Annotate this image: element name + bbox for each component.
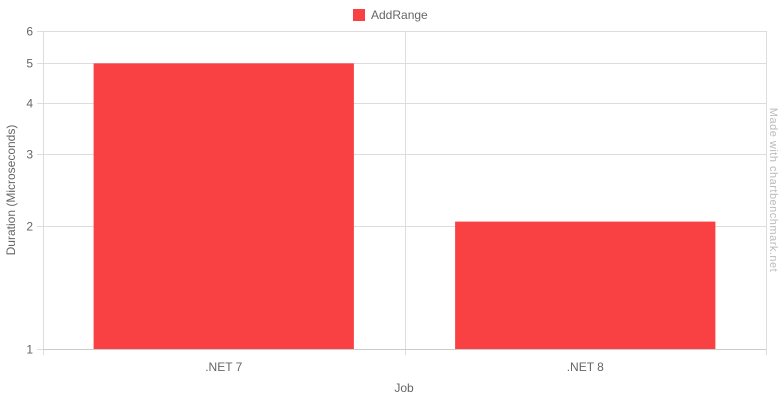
legend-label-addrange: AddRange bbox=[371, 8, 428, 22]
y-tick-label: 6 bbox=[26, 25, 33, 39]
y-tick-label: 2 bbox=[26, 220, 33, 234]
y-tick-label: 1 bbox=[26, 343, 33, 357]
y-axis-title: Duration (Microseconds) bbox=[4, 125, 18, 256]
x-tick-label: .NET 8 bbox=[567, 360, 604, 374]
y-tick-label: 4 bbox=[26, 97, 33, 111]
legend[interactable]: AddRange bbox=[353, 8, 428, 22]
bar-net-7[interactable] bbox=[93, 63, 354, 350]
y-tick-label: 3 bbox=[26, 148, 33, 162]
x-tick-label: .NET 7 bbox=[205, 360, 242, 374]
watermark-text: Made with chartbenchmark.net bbox=[767, 108, 779, 272]
y-tick-label: 5 bbox=[26, 57, 33, 71]
axes: 1 2 3 4 5 6 .NET 7 .NET 8 bbox=[26, 25, 766, 374]
legend-swatch-addrange bbox=[353, 9, 365, 21]
bars bbox=[93, 63, 716, 350]
x-axis-title: Job bbox=[394, 381, 414, 395]
bar-net-8[interactable] bbox=[455, 221, 716, 349]
